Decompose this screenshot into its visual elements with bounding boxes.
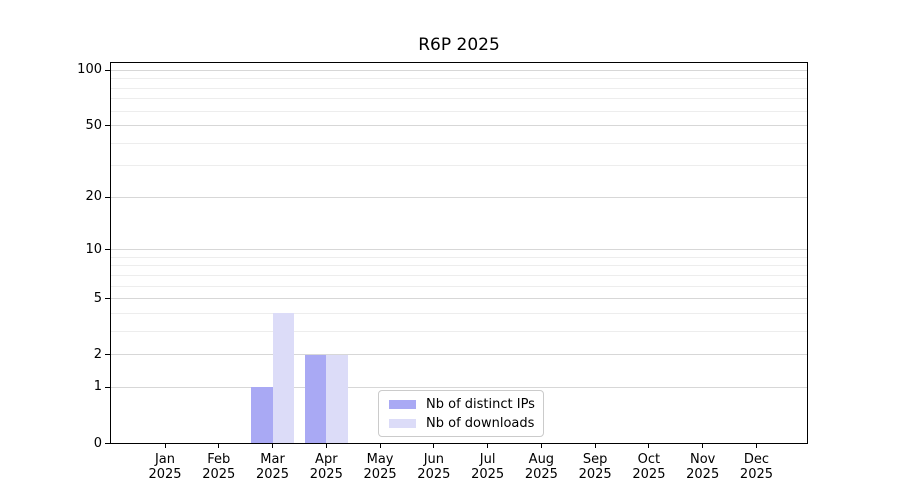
x-tick-mark-dec-2025 bbox=[755, 444, 757, 448]
y-tick-mark-20 bbox=[105, 196, 110, 198]
x-tick-mark-aug-2025 bbox=[540, 444, 542, 448]
chart-title: R6P 2025 bbox=[418, 35, 500, 55]
y-tick-mark-2 bbox=[105, 354, 110, 356]
y-tick-label-5: 5 bbox=[93, 290, 102, 306]
y-tick-mark-5 bbox=[105, 298, 110, 300]
gridline-minor-7 bbox=[110, 274, 808, 276]
x-tick-label-line: Dec bbox=[743, 451, 770, 467]
x-tick-label-mar-2025: Mar 2025 bbox=[241, 452, 305, 482]
x-tick-label-line: Jul bbox=[479, 451, 496, 467]
gridline-major-100 bbox=[110, 69, 808, 71]
y-tick-mark-10 bbox=[105, 249, 110, 251]
x-tick-label-line: Mar bbox=[260, 451, 285, 467]
x-tick-label-line: May bbox=[366, 451, 394, 467]
x-tick-label-line: 2025 bbox=[632, 466, 666, 482]
y-tick-label-2: 2 bbox=[93, 346, 102, 362]
x-tick-mark-jul-2025 bbox=[487, 444, 489, 448]
x-tick-label-line: Jun bbox=[423, 451, 444, 467]
gridline-minor-60 bbox=[110, 110, 808, 112]
y-tick-mark-0 bbox=[105, 443, 110, 444]
gridline-major-10 bbox=[110, 249, 808, 251]
x-tick-label-oct-2025: Oct 2025 bbox=[617, 452, 681, 482]
x-tick-label-line: 2025 bbox=[148, 466, 182, 482]
x-tick-mark-nov-2025 bbox=[702, 444, 704, 448]
bar-nb-of-downloads-mar-2025 bbox=[272, 313, 295, 444]
x-tick-label-line: 2025 bbox=[309, 466, 343, 482]
x-tick-mark-may-2025 bbox=[379, 444, 381, 448]
x-tick-label-jun-2025: Jun 2025 bbox=[402, 452, 466, 482]
x-tick-mark-feb-2025 bbox=[218, 444, 220, 448]
gridline-minor-6 bbox=[110, 285, 808, 287]
gridline-major-1 bbox=[110, 386, 808, 388]
x-tick-label-may-2025: May 2025 bbox=[348, 452, 412, 482]
x-tick-mark-mar-2025 bbox=[272, 444, 274, 448]
x-tick-label-line: Nov bbox=[690, 451, 716, 467]
x-tick-label-nov-2025: Nov 2025 bbox=[671, 452, 735, 482]
gridline-major-5 bbox=[110, 298, 808, 300]
x-tick-label-line: Feb bbox=[207, 451, 231, 467]
x-tick-label-sep-2025: Sep 2025 bbox=[563, 452, 627, 482]
legend-label-distinct-ips: Nb of distinct IPs bbox=[426, 396, 535, 412]
x-tick-mark-oct-2025 bbox=[648, 444, 650, 448]
y-tick-label-0: 0 bbox=[93, 435, 102, 451]
x-tick-mark-jun-2025 bbox=[433, 444, 435, 448]
bar-nb-of-distinct-ips-mar-2025 bbox=[251, 387, 273, 444]
x-tick-label-line: 2025 bbox=[255, 466, 290, 482]
x-tick-mark-jan-2025 bbox=[164, 444, 166, 448]
x-tick-mark-apr-2025 bbox=[325, 444, 327, 448]
y-tick-label-100: 100 bbox=[77, 62, 102, 78]
x-tick-label-line: 2025 bbox=[417, 466, 451, 482]
x-tick-label-aug-2025: Aug 2025 bbox=[509, 452, 573, 482]
legend: Nb of distinct IPs Nb of downloads bbox=[378, 390, 544, 437]
x-tick-label-line: Jan bbox=[154, 451, 176, 467]
gridline-minor-4 bbox=[110, 312, 808, 314]
gridline-major-20 bbox=[110, 196, 808, 198]
x-tick-label-line: 2025 bbox=[202, 466, 236, 482]
y-tick-label-1: 1 bbox=[93, 379, 102, 395]
legend-item-distinct-ips: Nb of distinct IPs bbox=[389, 396, 535, 412]
x-tick-label-line: 2025 bbox=[686, 466, 720, 482]
bar-nb-of-distinct-ips-apr-2025 bbox=[304, 354, 327, 444]
x-tick-label-line: 2025 bbox=[471, 466, 505, 482]
y-tick-label-10: 10 bbox=[85, 241, 102, 257]
bar-nb-of-downloads-apr-2025 bbox=[326, 354, 348, 444]
y-tick-mark-50 bbox=[105, 125, 110, 127]
gridline-minor-70 bbox=[110, 98, 808, 100]
gridline-minor-40 bbox=[110, 142, 808, 144]
x-tick-label-jan-2025: Jan 2025 bbox=[133, 452, 197, 482]
x-tick-label-feb-2025: Feb 2025 bbox=[187, 452, 251, 482]
legend-swatch-downloads bbox=[389, 418, 416, 428]
gridline-minor-90 bbox=[110, 78, 808, 80]
gridline-major-50 bbox=[110, 125, 808, 127]
gridline-minor-9 bbox=[110, 256, 808, 258]
gridline-minor-8 bbox=[110, 265, 808, 267]
x-tick-label-apr-2025: Apr 2025 bbox=[294, 452, 358, 482]
y-tick-mark-100 bbox=[105, 69, 110, 71]
gridline-minor-80 bbox=[110, 87, 808, 89]
x-tick-label-jul-2025: Jul 2025 bbox=[456, 452, 520, 482]
x-tick-label-line: Sep bbox=[582, 451, 608, 467]
legend-label-downloads: Nb of downloads bbox=[426, 415, 535, 431]
x-tick-label-line: 2025 bbox=[739, 466, 774, 482]
x-tick-label-line: Oct bbox=[637, 451, 661, 467]
x-tick-label-line: Aug bbox=[528, 451, 555, 467]
x-tick-mark-sep-2025 bbox=[594, 444, 596, 448]
gridline-minor-30 bbox=[110, 165, 808, 167]
gridline-major-2 bbox=[110, 354, 808, 356]
y-tick-label-50: 50 bbox=[85, 117, 102, 133]
x-tick-label-dec-2025: Dec 2025 bbox=[724, 452, 788, 482]
legend-item-downloads: Nb of downloads bbox=[389, 415, 535, 431]
x-tick-label-line: 2025 bbox=[578, 466, 612, 482]
plot-area bbox=[110, 62, 808, 444]
x-tick-label-line: 2025 bbox=[524, 466, 558, 482]
y-tick-label-20: 20 bbox=[85, 189, 102, 205]
gridline-minor-3 bbox=[110, 330, 808, 332]
legend-swatch-distinct-ips bbox=[389, 399, 416, 409]
y-tick-mark-1 bbox=[105, 386, 110, 388]
x-tick-label-line: Apr bbox=[315, 451, 338, 467]
x-tick-label-line: 2025 bbox=[363, 466, 397, 482]
